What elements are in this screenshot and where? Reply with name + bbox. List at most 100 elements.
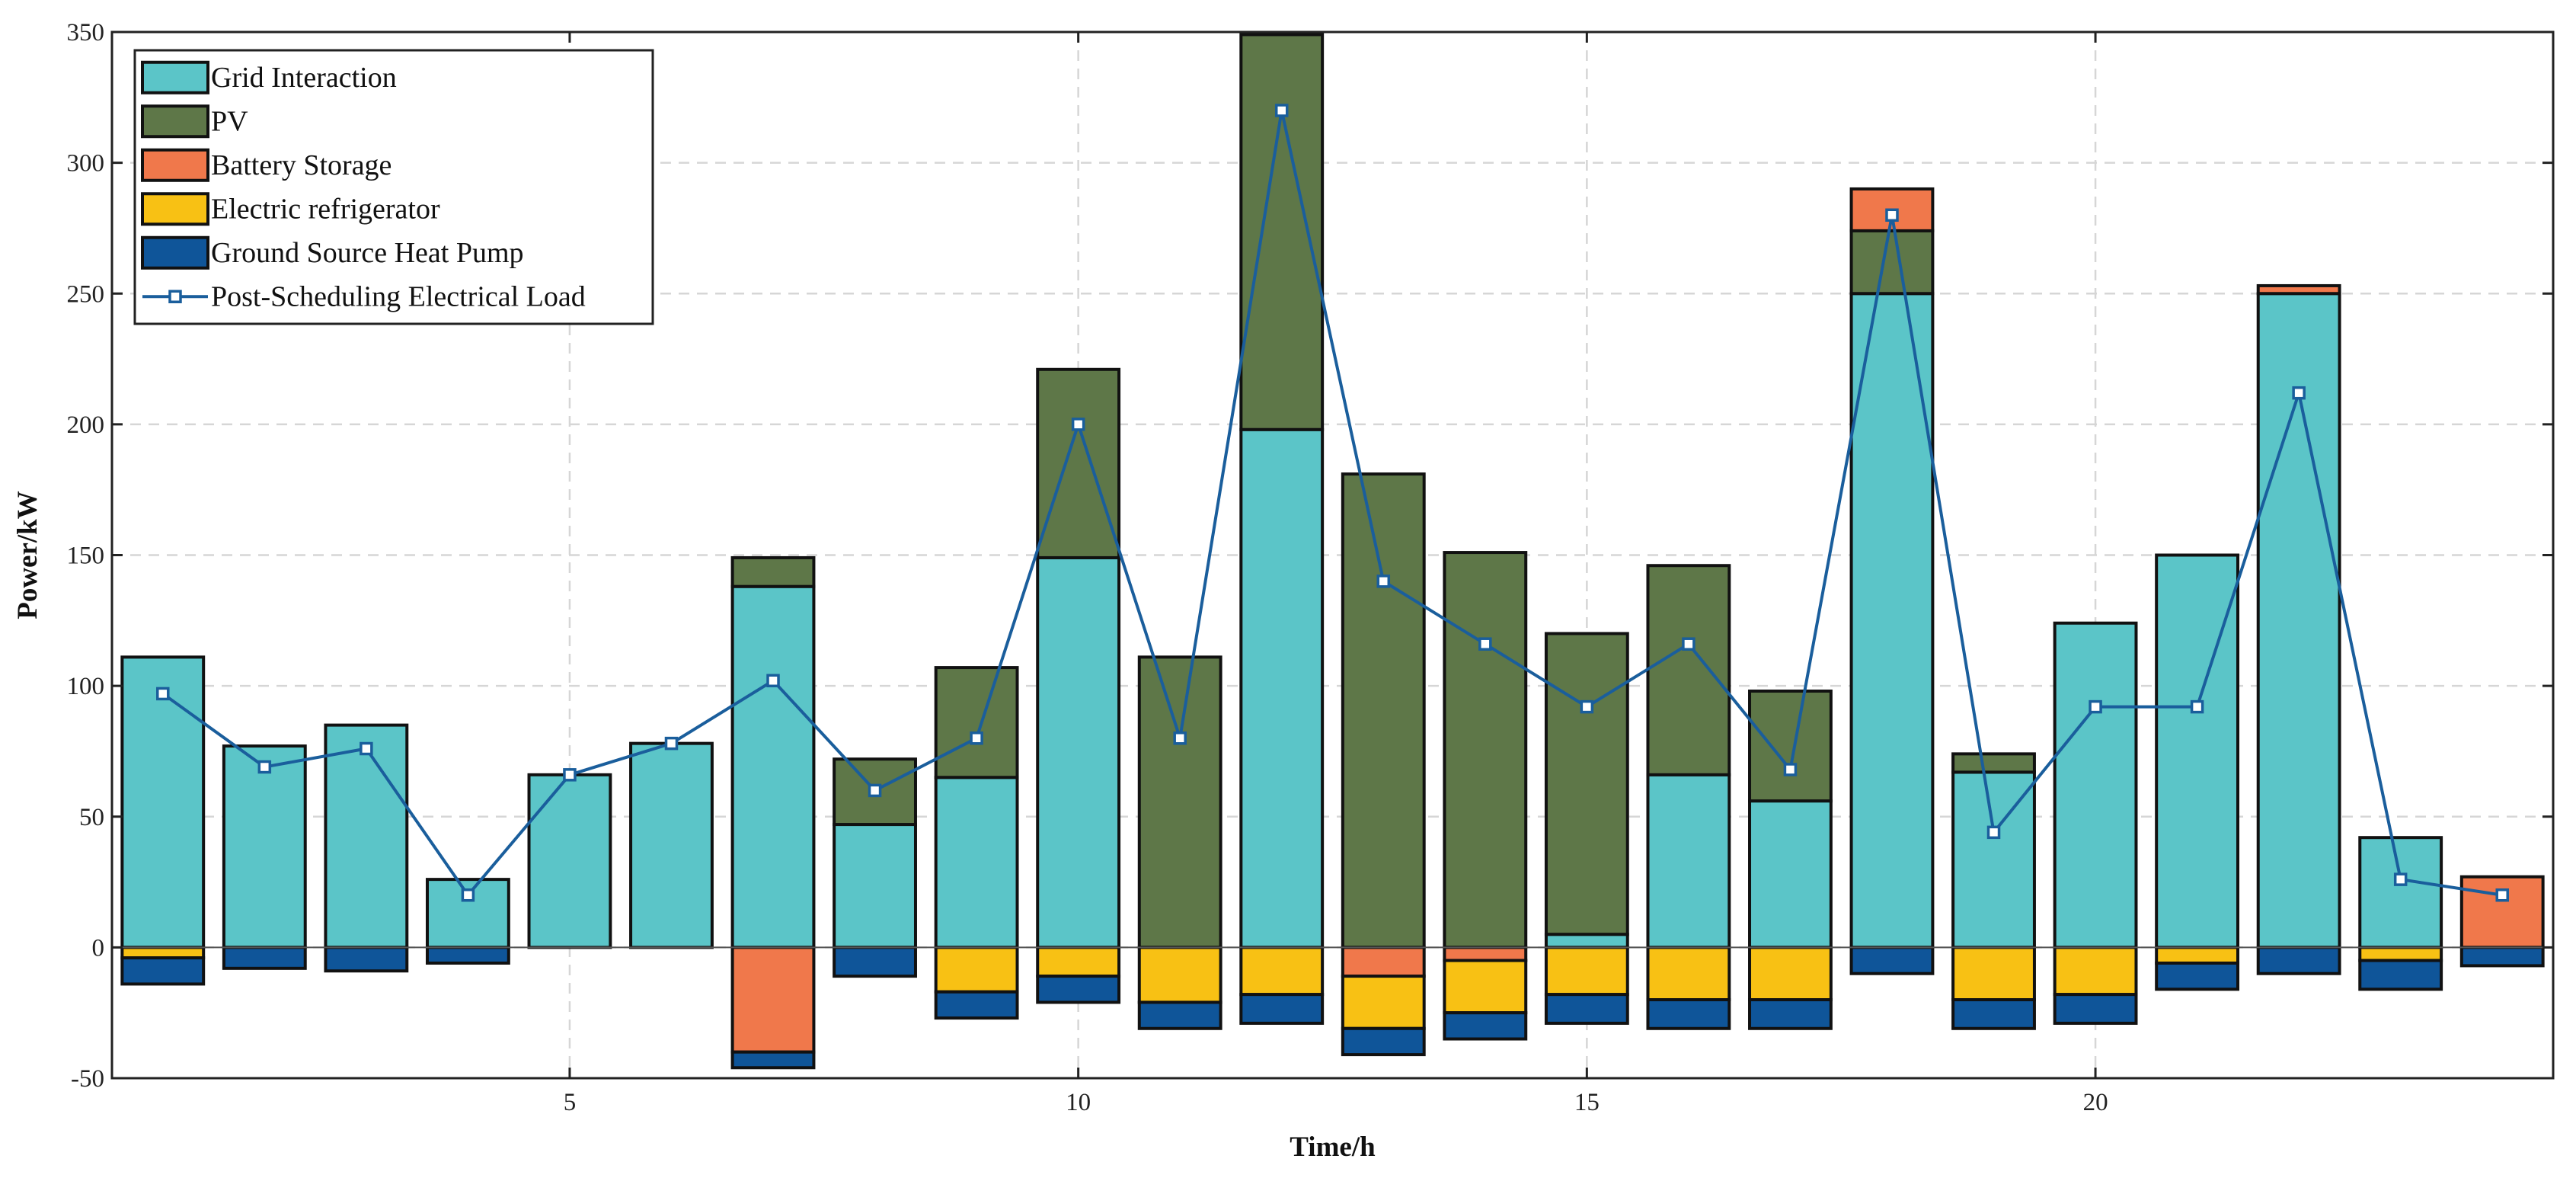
bar-ground-source-heat-pump [934, 990, 1019, 1020]
y-tick-label: 200 [67, 411, 105, 439]
bar-ground-source-heat-pump [324, 946, 409, 973]
bar-electric-refrigerator [1646, 946, 1731, 1002]
bar-pv [1036, 367, 1121, 559]
bar-pv [1239, 33, 1325, 431]
bar-electric-refrigerator [1137, 946, 1222, 1004]
y-tick-label: 300 [67, 150, 105, 178]
bar-grid-interaction [2053, 621, 2138, 949]
load-marker [868, 783, 882, 798]
bar-grid-interaction [120, 655, 206, 949]
bar-grid-interaction [1748, 799, 1833, 949]
legend-swatch-marker [168, 290, 182, 303]
y-tick-label: 150 [67, 543, 105, 570]
bar-pv [730, 555, 816, 588]
bar-pv [1443, 551, 1528, 949]
load-marker [1682, 637, 1695, 651]
bar-ground-source-heat-pump [1849, 946, 1935, 975]
load-marker [1885, 208, 1899, 222]
bar-grid-interaction [1849, 292, 1935, 949]
bar-grid-interaction [2256, 292, 2341, 949]
y-tick-label: 0 [92, 934, 105, 962]
bar-electric-refrigerator [120, 946, 206, 960]
bar-ground-source-heat-pump [1951, 998, 2036, 1030]
x-tick-label: 10 [1066, 1089, 1091, 1116]
bar-battery-storage [1443, 946, 1528, 962]
load-marker [1071, 418, 1085, 431]
load-marker [1580, 699, 1594, 714]
x-tick-label: 5 [564, 1089, 577, 1116]
bar-grid-interaction [324, 723, 409, 949]
bar-electric-refrigerator [1544, 946, 1629, 997]
bar-pv [1849, 229, 1935, 296]
bar-electric-refrigerator [2155, 946, 2240, 965]
y-axis-title: Power/kW [12, 491, 43, 619]
legend-label-grid-interaction: Grid Interaction [211, 62, 397, 94]
bar-ground-source-heat-pump [1748, 998, 1833, 1030]
bar-grid-interaction [527, 773, 612, 949]
load-marker [1783, 763, 1798, 776]
bar-ground-source-heat-pump [1036, 975, 1121, 1004]
bar-electric-refrigerator [1036, 946, 1121, 978]
x-tick-label: 15 [1574, 1089, 1600, 1116]
load-marker [360, 741, 373, 756]
bar-grid-interaction [2358, 836, 2443, 949]
bar-electric-refrigerator [2358, 946, 2443, 962]
bar-ground-source-heat-pump [2053, 993, 2138, 1025]
load-marker [563, 768, 577, 782]
load-marker [2292, 386, 2306, 400]
bar-pv [1137, 655, 1222, 949]
bar-grid-interaction [1036, 555, 1121, 949]
legend-swatch-ground-source-heat-pump [141, 235, 209, 270]
load-marker [970, 731, 983, 745]
bar-ground-source-heat-pump [1341, 1026, 1426, 1057]
bar-grid-interaction [833, 823, 917, 949]
legend-label-electric-refrigerator: Electric refrigerator [211, 193, 440, 225]
legend-label-battery-storage: Battery Storage [211, 149, 392, 181]
load-marker [461, 888, 475, 902]
bar-grid-interaction [730, 584, 816, 949]
bar-battery-storage [1341, 946, 1426, 978]
legend-label-pv: PV [211, 105, 248, 137]
load-marker [1173, 731, 1187, 745]
bar-ground-source-heat-pump [425, 946, 510, 965]
y-tick-label: 100 [67, 673, 105, 700]
y-tick-label: 350 [67, 19, 105, 46]
bar-electric-refrigerator [1239, 946, 1325, 997]
bar-grid-interaction [222, 744, 307, 949]
legend-swatch-battery-storage [141, 148, 209, 182]
axis-ticks: -50 0 50 100 150 200 250 300 350 5 10 15 20 [67, 19, 2553, 1116]
bar-ground-source-heat-pump [730, 1050, 816, 1070]
bar-pv [934, 666, 1019, 779]
load-marker [2393, 872, 2408, 886]
load-marker [1274, 104, 1289, 117]
load-marker [2495, 888, 2509, 902]
bars [112, 33, 2553, 1070]
bar-grid-interaction [1239, 427, 1325, 949]
x-tick-label: 20 [2083, 1089, 2108, 1116]
bar-ground-source-heat-pump [222, 946, 307, 970]
load-marker [1986, 825, 2001, 840]
bar-ground-source-heat-pump [2459, 946, 2545, 968]
bar-battery-storage [730, 946, 816, 1054]
legend-swatch-pv [141, 104, 209, 139]
bar-ground-source-heat-pump [1443, 1011, 1528, 1041]
bar-pv [1951, 752, 2036, 774]
legend-label-post-scheduling-electrical-load: Post-Scheduling Electrical Load [211, 280, 586, 312]
bar-grid-interaction [2155, 553, 2240, 949]
y-tick-label: 50 [79, 804, 104, 831]
bar-electric-refrigerator [2053, 946, 2138, 997]
bar-electric-refrigerator [1748, 946, 1833, 1002]
bar-pv [1341, 472, 1426, 949]
load-marker [1478, 637, 1492, 651]
legend-swatch-grid-interaction [141, 60, 209, 94]
legend: Grid Interaction PV Battery Storage Electri… [133, 49, 654, 325]
bar-pv [833, 757, 917, 827]
bar-electric-refrigerator [934, 946, 1019, 994]
bar-battery-storage [2459, 875, 2545, 949]
load-marker [1376, 575, 1391, 588]
bar-grid-interaction [629, 741, 714, 949]
load-marker [2190, 699, 2204, 714]
bar-ground-source-heat-pump [120, 956, 206, 986]
load-marker [156, 687, 170, 701]
bar-ground-source-heat-pump [1137, 1000, 1222, 1030]
